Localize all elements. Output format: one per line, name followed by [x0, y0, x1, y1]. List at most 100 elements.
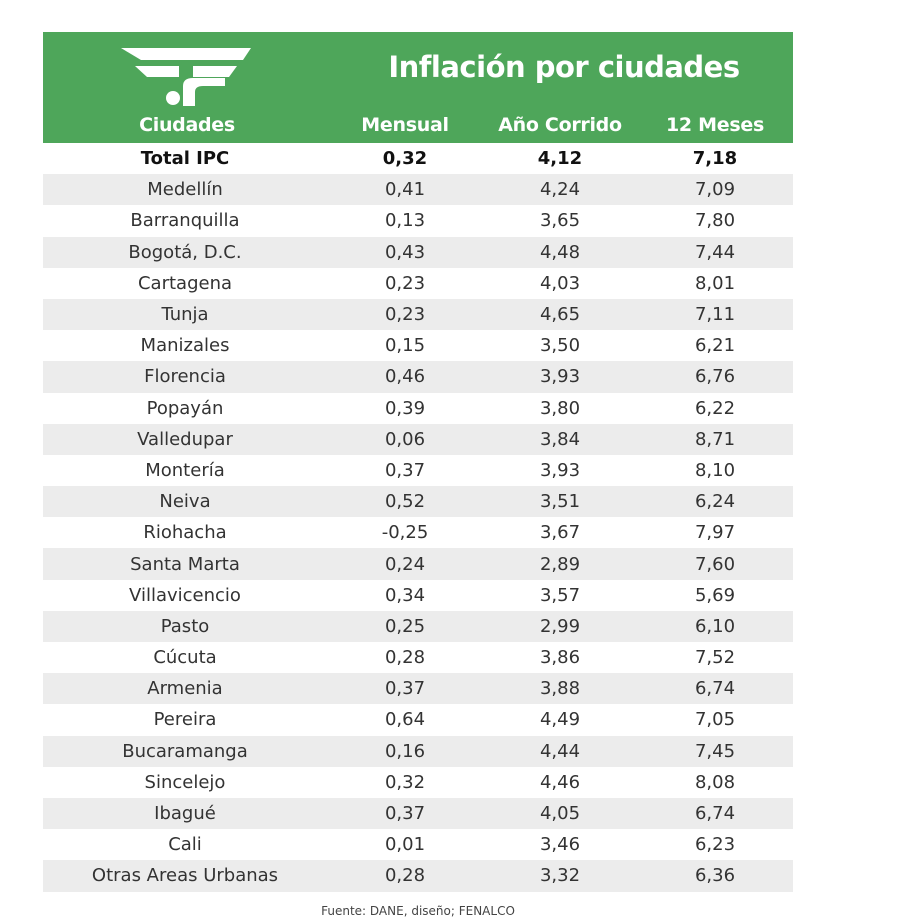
cell-city: Valledupar	[137, 428, 233, 450]
cell-mensual: 0,13	[384, 210, 426, 232]
cell-12-meses: 8,08	[694, 771, 736, 793]
table-row: Cúcuta 0,28 3,86 7,52	[43, 642, 793, 673]
cell-city: Cartagena	[137, 272, 233, 294]
cell-city: Barranquilla	[130, 210, 240, 232]
table-row: Cali 0,01 3,46 6,23	[43, 829, 793, 860]
cell-ano-corrido: 4,65	[539, 304, 581, 326]
fenalco-logo	[121, 48, 251, 106]
cell-12-meses: 6,22	[694, 397, 736, 419]
cell-12-meses: 7,97	[694, 522, 736, 544]
cell-ano-corrido: 4,46	[539, 771, 581, 793]
cell-12-meses: 7,80	[694, 210, 736, 232]
table-row: Sincelejo 0,32 4,46 8,08	[43, 767, 793, 798]
cell-mensual: 0,34	[384, 584, 426, 606]
cell-city: Armenia	[147, 678, 223, 700]
cell-ano-corrido: 4,48	[539, 241, 581, 263]
table-row: Tunja 0,23 4,65 7,11	[43, 298, 793, 331]
cell-mensual: 0,43	[384, 241, 426, 263]
cell-12-meses: 6,74	[694, 803, 736, 825]
cell-mensual: 0,01	[384, 834, 426, 856]
cell-12-meses: 7,60	[694, 553, 736, 575]
cell-city: Montería	[145, 459, 225, 481]
cell-ano-corrido: 3,67	[539, 522, 581, 544]
cell-12-meses: 6,74	[694, 678, 736, 700]
cell-mensual: 0,52	[384, 491, 426, 513]
cell-12-meses: 8,71	[694, 428, 736, 450]
cell-12-meses: 6,23	[694, 834, 736, 856]
cell-mensual: 0,25	[384, 615, 426, 637]
cell-ano-corrido: 3,88	[539, 678, 581, 700]
cell-mensual: 0,28	[384, 647, 426, 669]
table-row: Pereira 0,64 4,49 7,05	[43, 704, 793, 735]
cell-ano-corrido: 4,49	[539, 709, 581, 731]
cell-ano-corrido: 2,99	[539, 615, 581, 637]
cell-mensual: 0,24	[384, 553, 426, 575]
cell-12-meses: 8,10	[694, 459, 736, 481]
cell-12-meses: 7,09	[694, 179, 736, 201]
cell-ano-corrido: 3,84	[539, 428, 581, 450]
table-row: Villavicencio 0,34 3,57 5,69	[43, 580, 793, 611]
cell-ano-corrido: 3,93	[539, 366, 581, 388]
cell-12-meses: 7,05	[694, 709, 736, 731]
cell-12-meses: 6,24	[694, 491, 736, 513]
cell-ano-corrido: 3,57	[539, 584, 581, 606]
column-header-ano-corrido: Año Corrido	[498, 114, 622, 136]
cell-12-meses: 7,52	[694, 647, 736, 669]
cell-city: Manizales	[140, 335, 230, 357]
cell-city: Riohacha	[143, 522, 227, 544]
cell-mensual: 0,46	[384, 366, 426, 388]
cell-ano-corrido: 3,93	[539, 459, 581, 481]
cell-mensual: 0,15	[384, 335, 426, 357]
table-row: Neiva 0,52 3,51 6,24	[43, 486, 793, 518]
table-row: Medellín 0,41 4,24 7,09	[43, 174, 793, 206]
table-row: Pasto 0,25 2,99 6,10	[43, 610, 793, 642]
cell-mensual: 0,06	[384, 428, 426, 450]
cell-mensual: 0,23	[384, 304, 426, 326]
cell-mensual: 0,16	[384, 740, 426, 762]
cell-ano-corrido: 3,86	[539, 647, 581, 669]
cell-12-meses: 7,11	[694, 304, 736, 326]
cell-12-meses: 7,18	[692, 148, 738, 170]
cell-city: Tunja	[161, 304, 209, 326]
cell-ano-corrido: 3,50	[539, 335, 581, 357]
cell-city: Neiva	[159, 491, 211, 513]
cell-mensual: 0,37	[384, 678, 426, 700]
page-title: Inflación por ciudades	[388, 50, 740, 84]
cell-12-meses: 6,21	[694, 335, 736, 357]
table-row: Cartagena 0,23 4,03 8,01	[43, 268, 793, 299]
cell-mensual: 0,23	[384, 272, 426, 294]
table-row: Armenia 0,37 3,88 6,74	[43, 673, 793, 705]
cell-12-meses: 6,36	[694, 865, 736, 887]
table-row: Popayán 0,39 3,80 6,22	[43, 393, 793, 424]
table-row: Montería 0,37 3,93 8,10	[43, 455, 793, 486]
cell-mensual: -0,25	[381, 522, 429, 544]
table-row: Valledupar 0,06 3,84 8,71	[43, 423, 793, 455]
cell-ano-corrido: 4,03	[539, 272, 581, 294]
cell-ano-corrido: 3,51	[539, 491, 581, 513]
cell-city: Bucaramanga	[122, 740, 248, 762]
cell-city: Bogotá, D.C.	[128, 241, 242, 263]
cell-city: Cali	[168, 834, 202, 856]
column-header-mensual: Mensual	[361, 114, 449, 136]
cell-city: Florencia	[144, 366, 226, 388]
cell-city: Otras Areas Urbanas	[91, 865, 279, 887]
table-row: Florencia 0,46 3,93 6,76	[43, 361, 793, 393]
table-row: Bucaramanga 0,16 4,44 7,45	[43, 735, 793, 767]
cell-mensual: 0,64	[384, 709, 426, 731]
cell-city: Total IPC	[140, 148, 230, 170]
table-row: Manizales 0,15 3,50 6,21	[43, 330, 793, 361]
table-row: Riohacha -0,25 3,67 7,97	[43, 517, 793, 548]
cell-12-meses: 5,69	[694, 584, 736, 606]
column-header-12-meses: 12 Meses	[666, 114, 764, 136]
cell-mensual: 0,37	[384, 459, 426, 481]
cell-12-meses: 6,10	[694, 615, 736, 637]
cell-ano-corrido: 3,46	[539, 834, 581, 856]
cell-mensual: 0,37	[384, 803, 426, 825]
cell-mensual: 0,39	[384, 397, 426, 419]
cell-12-meses: 7,45	[694, 740, 736, 762]
cell-city: Sincelejo	[144, 771, 226, 793]
cell-city: Pereira	[153, 709, 217, 731]
cell-ano-corrido: 3,80	[539, 397, 581, 419]
cell-city: Ibagué	[154, 803, 216, 825]
table-body: Total IPC 0,32 4,12 7,18 Medellín 0,41 4,24 7,0…	[43, 143, 793, 892]
